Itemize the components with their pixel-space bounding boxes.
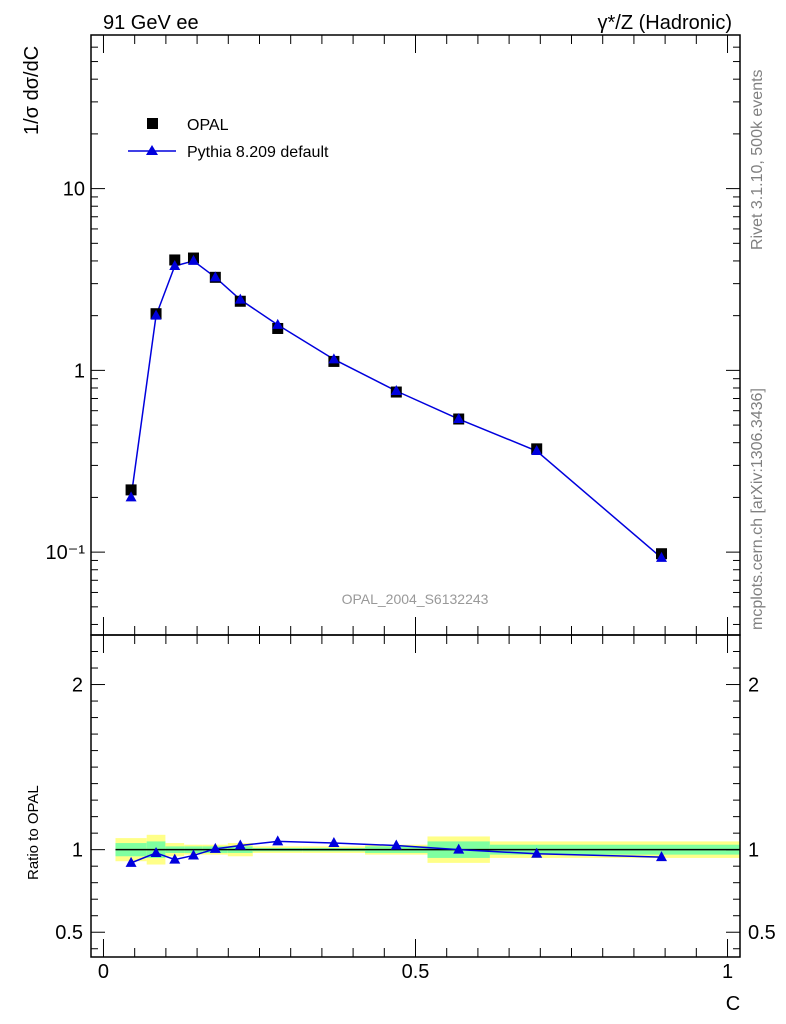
ratio-pythia-line — [130, 840, 662, 864]
mcplots-reference-label: mcplots.cern.ch [arXiv:1306.3436] — [749, 388, 766, 630]
ratio-pythia-point — [209, 842, 221, 853]
pythia-data-point — [169, 260, 181, 271]
pythia-line — [130, 260, 663, 559]
pythia-data-point — [453, 413, 465, 424]
ratio-pythia-point — [150, 846, 162, 857]
analysis-watermark: OPAL_2004_S6132243 — [342, 591, 489, 607]
rivet-version-label: Rivet 3.1.10, 500k events — [749, 69, 766, 250]
ratio-y-tick-label-right: 2 — [748, 675, 759, 697]
ratio-x-tick-label: 1 — [722, 961, 733, 983]
legend-pythia-marker — [146, 145, 158, 155]
ratio-uncertainty-bands — [115, 834, 740, 865]
ratio-series — [125, 835, 668, 867]
legend: OPAL Pythia 8.209 default — [128, 117, 329, 161]
opal-data-point — [169, 254, 181, 266]
pythia-data-point — [272, 318, 284, 329]
ratio-y-tick-label: 2 — [72, 675, 83, 697]
legend-opal-label: OPAL — [187, 117, 229, 134]
opal-data-point — [125, 484, 137, 496]
ratio-y-tick-label-right: 0.5 — [748, 922, 776, 944]
legend-opal-marker — [147, 118, 158, 129]
ratio-ylabel: Ratio to OPAL — [25, 785, 42, 880]
pythia-data-point — [656, 551, 668, 562]
pythia-data-point — [531, 445, 543, 456]
ratio-y-tick-label: 0.5 — [55, 922, 83, 944]
header-left-title: 91 GeV ee — [103, 12, 199, 34]
main-y-tick-label: 10 — [63, 179, 85, 201]
ratio-y-tick-label: 1 — [72, 840, 83, 862]
ratio-pythia-point — [328, 837, 340, 848]
pythia-data-point — [150, 309, 162, 320]
ratio-pythia-point — [169, 853, 181, 864]
ratio-xlabel: C — [726, 993, 740, 1015]
ratio-pythia-point — [453, 843, 465, 854]
main-y-tick-label: 1 — [74, 360, 85, 382]
ratio-pythia-point — [234, 839, 246, 850]
ratio-x-tick-label: 0.5 — [402, 961, 430, 983]
header-right-title: γ*/Z (Hadronic) — [598, 12, 732, 34]
legend-pythia-label: Pythia 8.209 default — [187, 144, 329, 161]
main-series — [125, 252, 668, 562]
pythia-data-point — [234, 293, 246, 304]
ratio-panel-frame — [90, 634, 741, 958]
ratio-y-tick-label-right: 1 — [748, 840, 759, 862]
ratio-pythia-point — [531, 847, 543, 858]
ratio-pythia-point — [125, 856, 137, 867]
ratio-pythia-point — [656, 851, 668, 862]
pythia-data-point — [328, 353, 340, 364]
pythia-data-point — [187, 254, 199, 265]
ratio-x-tick-label: 0 — [98, 961, 109, 983]
pythia-data-point — [125, 491, 137, 502]
main-y-tick-label: 10⁻¹ — [46, 542, 86, 564]
axes: 10⁻¹ 1 10 0 0.5 1 0.5 0.5 1 1 2 2 — [46, 34, 776, 983]
pythia-data-point — [390, 384, 402, 395]
main-ylabel: 1/σ dσ/dC — [21, 46, 43, 135]
ratio-pythia-point — [187, 849, 199, 860]
ratio-pythia-point — [272, 835, 284, 846]
pythia-data-point — [209, 271, 221, 282]
ratio-pythia-point — [390, 839, 402, 850]
